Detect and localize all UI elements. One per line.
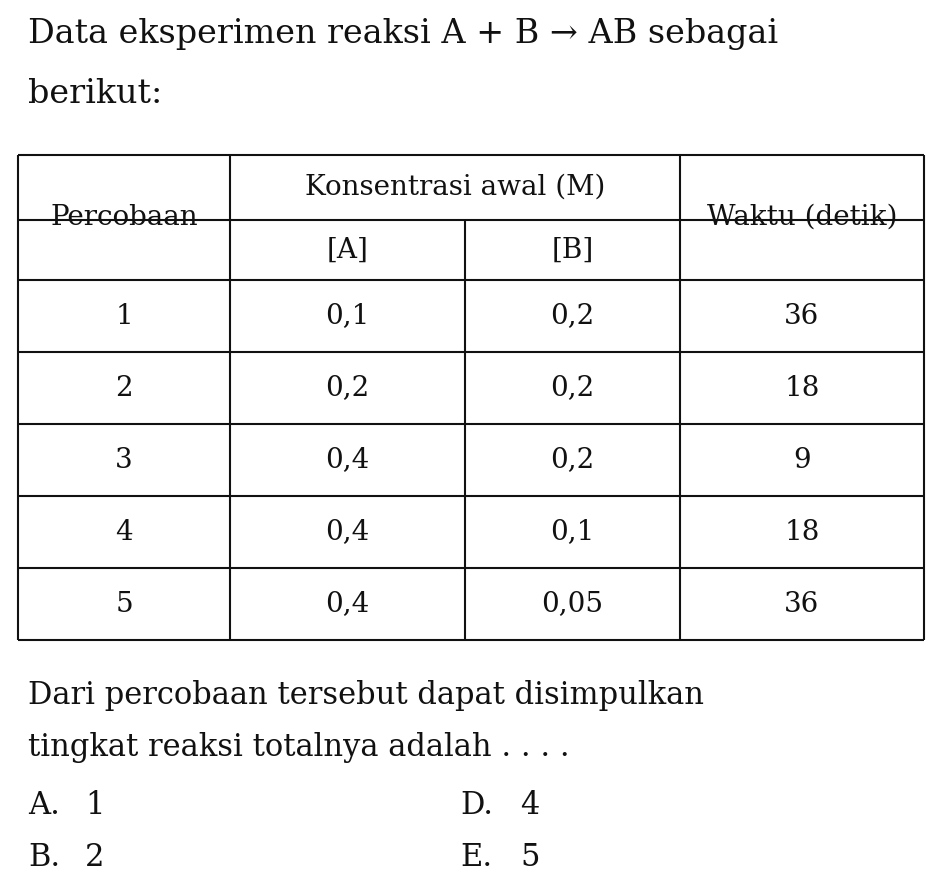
Text: 1: 1 (85, 790, 105, 821)
Text: tingkat reaksi totalnya adalah . . . .: tingkat reaksi totalnya adalah . . . . (28, 732, 570, 763)
Text: A.: A. (28, 790, 60, 821)
Text: 5: 5 (115, 590, 133, 618)
Text: [B]: [B] (551, 237, 593, 263)
Text: Percobaan: Percobaan (50, 204, 198, 231)
Text: 36: 36 (785, 590, 820, 618)
Text: 0,2: 0,2 (550, 375, 594, 401)
Text: 9: 9 (793, 447, 811, 473)
Text: 0,4: 0,4 (325, 519, 369, 546)
Text: 18: 18 (785, 519, 820, 546)
Text: 0,1: 0,1 (550, 519, 594, 546)
Text: berikut:: berikut: (28, 78, 162, 110)
Text: Data eksperimen reaksi A + B → AB sebagai: Data eksperimen reaksi A + B → AB sebaga… (28, 18, 778, 50)
Text: Konsentrasi awal (M): Konsentrasi awal (M) (305, 174, 605, 201)
Text: 2: 2 (85, 842, 105, 873)
Text: 4: 4 (520, 790, 539, 821)
Text: D.: D. (460, 790, 493, 821)
Text: 0,2: 0,2 (550, 447, 594, 473)
Text: 0,05: 0,05 (542, 590, 604, 618)
Text: 0,1: 0,1 (325, 303, 369, 329)
Text: Waktu (detik): Waktu (detik) (706, 204, 897, 231)
Text: 0,2: 0,2 (550, 303, 594, 329)
Text: 0,4: 0,4 (325, 447, 369, 473)
Text: Dari percobaan tersebut dapat disimpulkan: Dari percobaan tersebut dapat disimpulka… (28, 680, 704, 711)
Text: 3: 3 (115, 447, 133, 473)
Text: 5: 5 (520, 842, 540, 873)
Text: 0,4: 0,4 (325, 590, 369, 618)
Text: 18: 18 (785, 375, 820, 401)
Text: 36: 36 (785, 303, 820, 329)
Text: [A]: [A] (327, 237, 368, 263)
Text: 4: 4 (115, 519, 133, 546)
Text: B.: B. (28, 842, 60, 873)
Text: 0,2: 0,2 (325, 375, 369, 401)
Text: 1: 1 (115, 303, 133, 329)
Text: E.: E. (460, 842, 492, 873)
Text: 2: 2 (115, 375, 133, 401)
